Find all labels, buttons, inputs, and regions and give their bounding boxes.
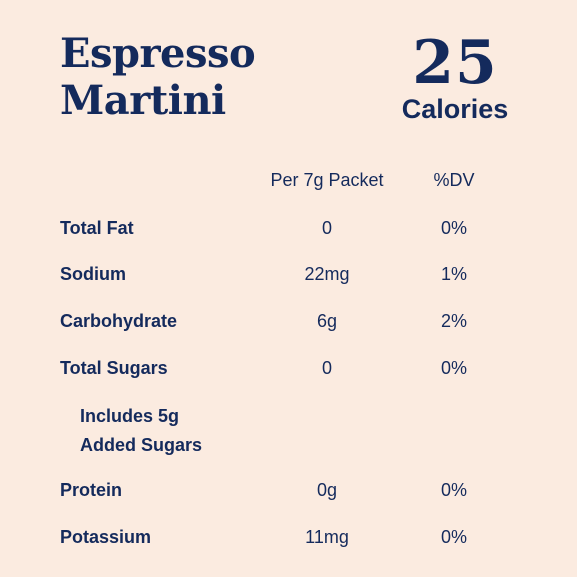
nutrient-label: Total Sugars (60, 358, 168, 378)
nutrient-label: Sodium (60, 264, 126, 284)
calories-label: Calories (401, 94, 509, 124)
nutrient-label: Potassium (60, 527, 152, 547)
nutrient-label: Total Fat (60, 218, 134, 238)
added-sugars-line2: Added Sugars (80, 435, 203, 455)
product-title-line1: Espresso (60, 30, 256, 77)
nutrient-row-total-fat: Total Fat 0 0% (0, 216, 577, 240)
added-sugars-label: Includes 5g Added Sugars (80, 402, 202, 460)
nutrient-label: Carbohydrate (60, 311, 178, 331)
nutrient-amount: 0g (316, 480, 338, 500)
nutrient-amount: 11mg (305, 527, 349, 547)
column-header-per-serving: Per 7g Packet (270, 170, 384, 190)
nutrient-row-potassium: Potassium 11mg 0% (0, 525, 577, 549)
nutrient-row-carbohydrate: Carbohydrate 6g 2% (0, 309, 577, 333)
nutrient-dv: 2% (440, 311, 467, 331)
nutrient-dv: 0% (440, 358, 467, 378)
nutrient-amount: 6g (316, 311, 338, 331)
nutrient-dv: 0% (440, 218, 467, 238)
product-title-line2: Martini (60, 77, 226, 124)
product-title: Espresso Martini (60, 30, 256, 124)
added-sugars-line1: Includes 5g (80, 406, 180, 426)
nutrient-amount: 22mg (304, 264, 350, 284)
nutrient-dv: 0% (440, 527, 467, 547)
nutrient-row-total-sugars: Total Sugars 0 0% (0, 356, 577, 380)
nutrient-amount: 0 (321, 218, 332, 238)
nutrient-dv: 1% (440, 264, 467, 284)
nutrient-row-protein: Protein 0g 0% (0, 478, 577, 502)
nutrient-amount: 0 (321, 358, 332, 378)
nutrient-label: Protein (60, 480, 123, 500)
calories-block: 25 Calories (380, 30, 530, 124)
calories-value: 25 (412, 28, 498, 98)
nutrient-row-sodium: Sodium 22mg 1% (0, 262, 577, 286)
nutrient-dv: 0% (440, 480, 467, 500)
column-header-dv: %DV (433, 170, 475, 190)
